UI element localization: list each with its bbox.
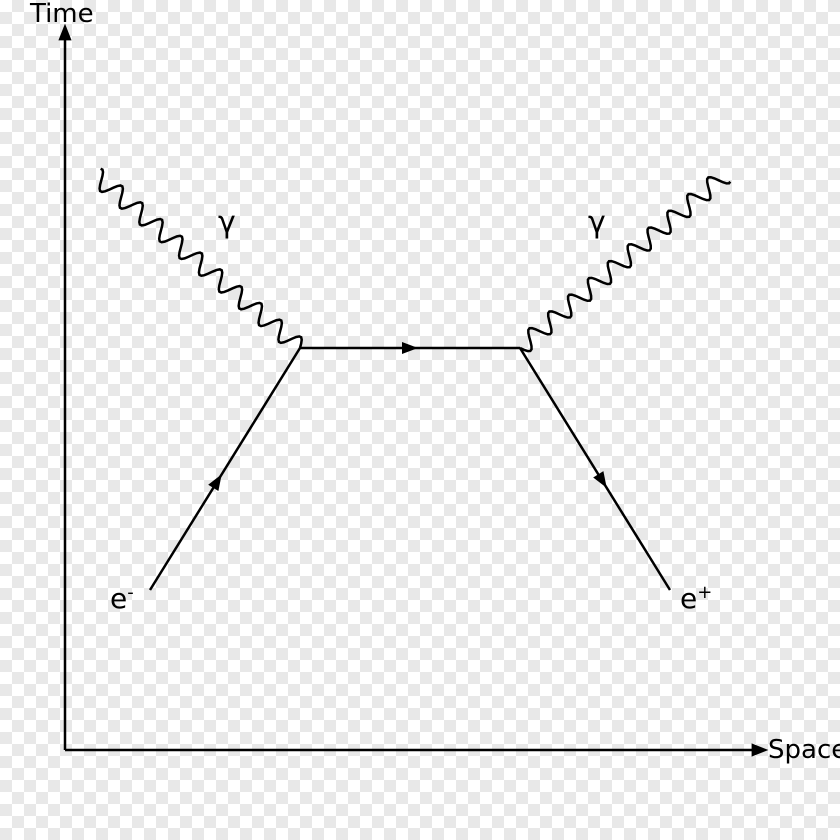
positron-in-arrow xyxy=(593,471,607,488)
photon-left-label: γ xyxy=(218,205,236,240)
electron-in-label: e- xyxy=(110,582,134,616)
positron-in-label: e+ xyxy=(680,582,712,616)
photon-right xyxy=(520,177,730,351)
electron-in-arrow xyxy=(208,474,222,491)
y-axis-label: Time xyxy=(29,0,94,29)
fermion-lines xyxy=(150,342,670,590)
photon-left xyxy=(100,169,302,348)
photon-lines xyxy=(100,169,731,351)
propagator-arrow xyxy=(402,342,418,354)
photon-right-label: γ xyxy=(588,205,606,240)
labels: Time Space e-e+ γ γ xyxy=(29,0,840,765)
positron-in xyxy=(520,348,670,590)
x-axis-label: Space xyxy=(768,735,840,765)
feynman-diagram: Time Space e-e+ γ γ xyxy=(0,0,840,840)
axes xyxy=(58,24,768,757)
electron-in xyxy=(150,348,300,590)
